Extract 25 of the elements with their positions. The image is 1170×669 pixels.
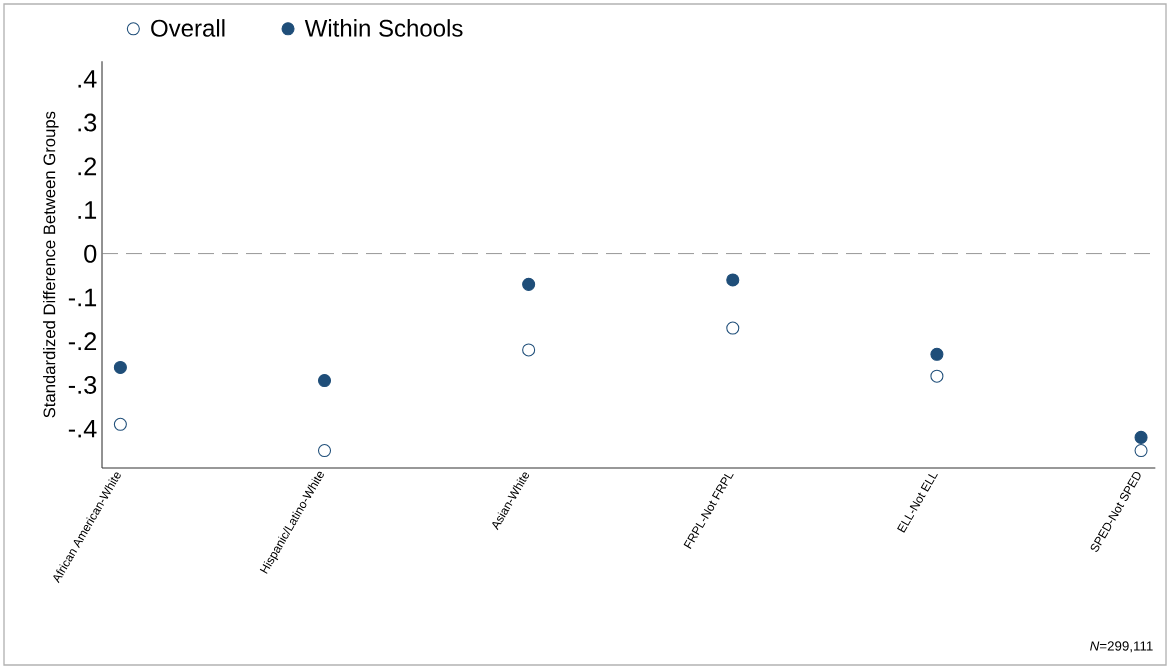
y-tick-label: -.2 <box>68 332 97 351</box>
point <box>726 321 740 335</box>
point <box>726 273 740 287</box>
legend-label: Within Schools <box>304 19 463 37</box>
point <box>1134 443 1148 458</box>
y-tick-label: -.4 <box>68 419 97 438</box>
y-tick-label: .1 <box>78 201 97 219</box>
point <box>930 347 944 361</box>
point <box>317 443 332 458</box>
y-tick-label: .4 <box>78 70 97 88</box>
y-axis-title: Standardized Difference Between Groups <box>43 111 59 418</box>
y-tick-label: -.3 <box>68 375 97 394</box>
y-tick-label: .2 <box>78 157 97 176</box>
y-tick-label: .3 <box>78 113 97 132</box>
legend-label: Overall <box>151 19 225 37</box>
point <box>1134 430 1148 444</box>
point <box>522 277 536 291</box>
point <box>113 360 127 374</box>
text: N=299,111 <box>1090 641 1153 653</box>
y-tick-label: 0 <box>84 244 97 263</box>
point <box>113 417 127 431</box>
point <box>930 369 944 383</box>
y-tick-label: -.1 <box>68 288 97 307</box>
point <box>317 374 332 388</box>
point <box>522 343 536 357</box>
